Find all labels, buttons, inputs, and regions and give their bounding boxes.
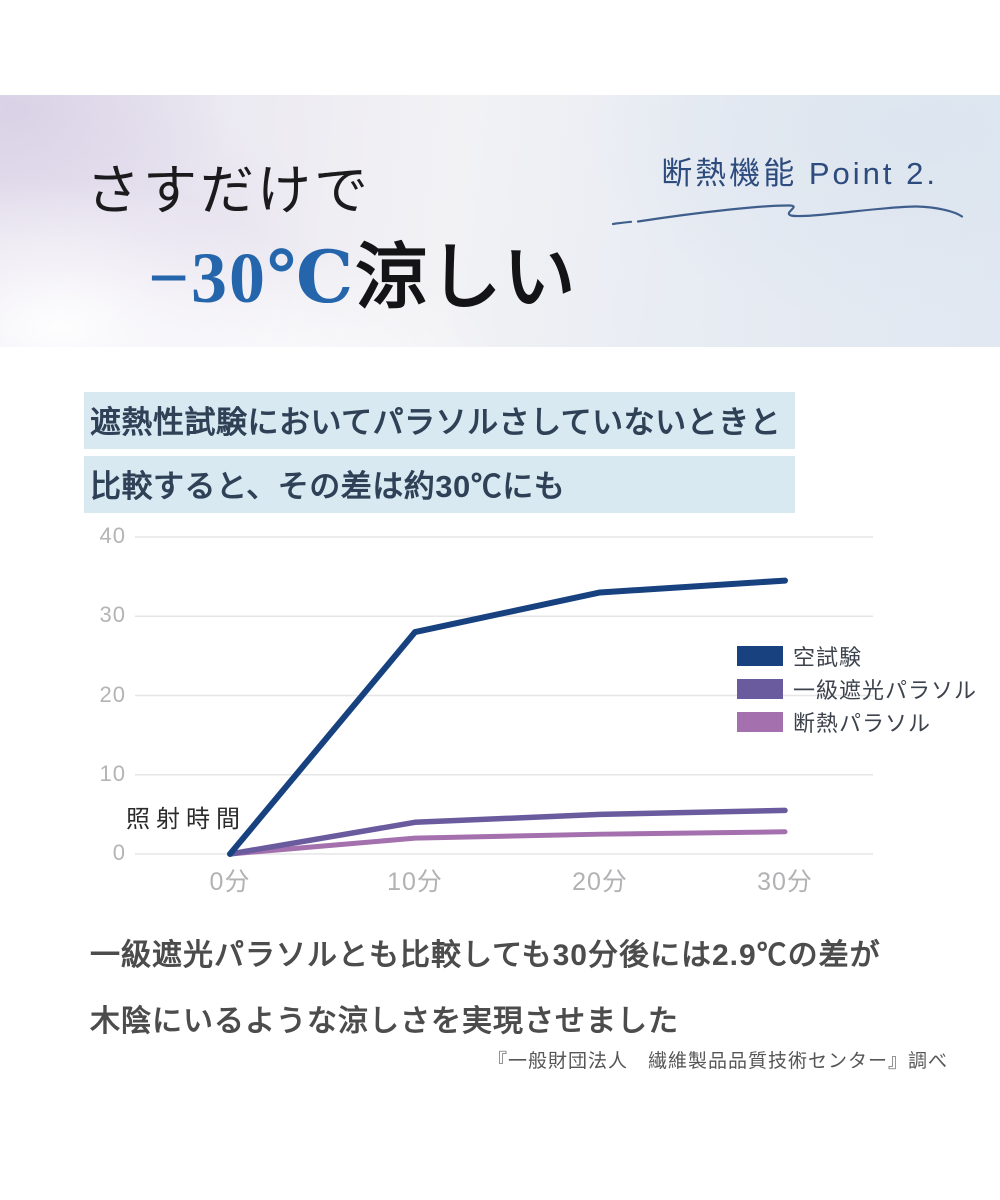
x-tick-label: 30分 bbox=[757, 868, 813, 896]
point-label: 断熱機能 Point 2. bbox=[661, 156, 938, 191]
y-tick-label: 0 bbox=[112, 840, 126, 865]
footer-copy: 一級遮光パラソルとも比較しても30分後には2.9℃の差が 木陰にいるような涼しさ… bbox=[90, 930, 881, 1062]
footer-line-2: 木陰にいるような涼しさを実現させました bbox=[90, 1005, 679, 1038]
y-tick-label: 40 bbox=[99, 523, 126, 548]
lead-copy: 遮熱性試験においてパラソルさしていないときと 比較すると、その差は約30℃にも bbox=[84, 392, 796, 520]
hero-title-suffix: 涼しい bbox=[355, 238, 578, 318]
x-tick-label: 10分 bbox=[387, 868, 443, 896]
legend-item: 空試験 bbox=[737, 645, 977, 670]
y-tick-label: 30 bbox=[99, 602, 126, 628]
hero-title-temperature: −30℃ bbox=[148, 238, 356, 318]
x-tick-label: 0分 bbox=[209, 868, 251, 896]
legend-label: 空試験 bbox=[793, 645, 863, 670]
footer-line-1: 一級遮光パラソルとも比較しても30分後には2.9℃の差が bbox=[90, 939, 881, 972]
legend-swatch bbox=[737, 712, 783, 732]
x-tick-label: 20分 bbox=[572, 868, 628, 896]
squiggle-underline-icon bbox=[611, 204, 964, 226]
x-axis-label: 照射時間 bbox=[126, 806, 246, 833]
legend-label: 断熱パラソル bbox=[793, 711, 932, 736]
lead-line-1: 遮熱性試験においてパラソルさしていないときと bbox=[84, 392, 796, 449]
legend-swatch bbox=[737, 646, 783, 666]
hero-title-line2: −30℃涼しい bbox=[148, 218, 577, 323]
source-note: 『一般財団法人 繊維製品品質技術センター』調べ bbox=[487, 1051, 948, 1072]
hero-title-line1: さすだけで bbox=[86, 161, 371, 221]
series-line-0 bbox=[227, 577, 788, 857]
hero-watercolor-band bbox=[0, 95, 1000, 347]
series-line-1 bbox=[227, 807, 788, 857]
legend-label: 一級遮光パラソル bbox=[793, 678, 978, 703]
y-tick-label: 20 bbox=[99, 681, 126, 707]
y-tick-label: 10 bbox=[99, 760, 126, 786]
chart-plot-area bbox=[135, 536, 873, 857]
legend-swatch bbox=[737, 679, 783, 699]
legend-item: 断熱パラソル bbox=[737, 711, 977, 736]
chart-legend: 空試験 一級遮光パラソル 断熱パラソル bbox=[737, 645, 977, 745]
lead-line-2: 比較すると、その差は約30℃にも bbox=[84, 456, 796, 513]
temperature-chart: 0 10 20 30 40 0分 10分 20分 30分 照射時間 空試験 一級遮光パラソル … bbox=[60, 515, 980, 905]
legend-item: 一級遮光パラソル bbox=[737, 678, 977, 703]
series-line-2 bbox=[227, 829, 788, 857]
